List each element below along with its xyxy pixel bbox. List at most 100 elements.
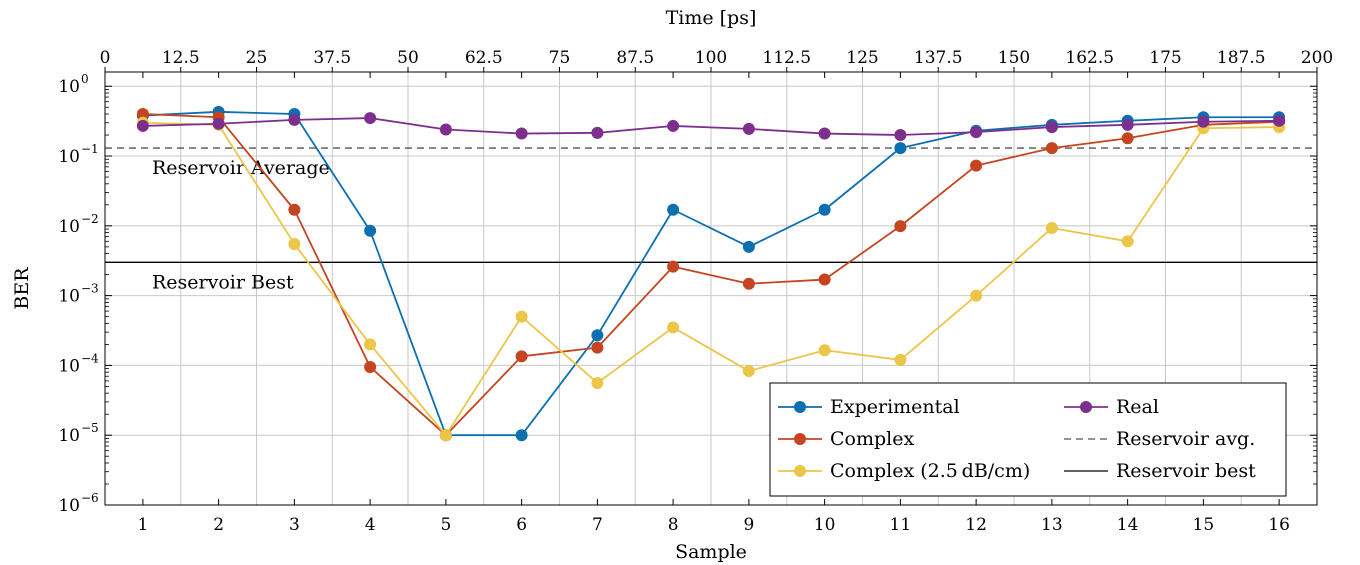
legend-marker [794, 401, 806, 413]
data-point [742, 240, 755, 253]
data-point [970, 159, 983, 172]
data-point [1197, 115, 1210, 128]
data-point [1121, 132, 1134, 145]
data-point [894, 220, 907, 233]
data-point [970, 289, 983, 302]
y-tick-exponent: −3 [81, 282, 99, 296]
data-point [364, 338, 377, 351]
x-tick-label: 16 [1268, 515, 1290, 535]
axes: 1 2 3 4 5 6 7 8 9 10 11 12 13 14 15 160 12.5 25 37.5 50 62.5… [11, 7, 1333, 563]
y-tick-label: 10 −1 [58, 142, 98, 167]
series-line-0 [142, 110, 1280, 437]
y-tick-base: 10 [58, 426, 80, 446]
x-tick-label: 7 [592, 515, 603, 535]
data-series [136, 105, 1286, 442]
x-tick-label: 11 [890, 515, 912, 535]
data-point [1273, 114, 1286, 127]
y-tick-label: 10 −6 [58, 491, 98, 516]
top-tick-label: 75 [549, 48, 571, 68]
top-tick-label: 125 [846, 48, 878, 68]
legend-label: Reservoir avg. [1116, 428, 1255, 450]
series-line-2 [142, 121, 1280, 437]
y-tick-label: 10 0 [58, 72, 88, 97]
legend-entry: Complex [778, 428, 914, 450]
series-line-3 [142, 117, 1280, 136]
top-axis-title: Time [ps] [666, 7, 757, 29]
legend-marker [1080, 401, 1092, 413]
legend-entry: Real [1064, 396, 1159, 418]
legend-label: Experimental [830, 396, 960, 418]
top-tick-label: 12.5 [162, 48, 200, 68]
legend-marker [794, 465, 806, 477]
top-tick-label: 137.5 [914, 48, 963, 68]
x-tick-label: 13 [1041, 515, 1063, 535]
data-point [667, 119, 680, 132]
data-point [515, 350, 528, 363]
data-point [742, 122, 755, 135]
reference-annotation-best: Reservoir Best [152, 271, 294, 293]
data-point [288, 113, 301, 126]
top-tick-label: 50 [397, 48, 419, 68]
data-point [742, 277, 755, 290]
data-point [515, 127, 528, 140]
legend-box [769, 382, 1287, 497]
data-point [742, 365, 755, 378]
data-point [667, 321, 680, 334]
legend-entry: Experimental [778, 396, 960, 418]
data-point [136, 108, 149, 121]
y-tick-exponent: 0 [81, 72, 89, 86]
y-tick-exponent: −5 [81, 421, 99, 435]
y-axis-title: BER [11, 267, 33, 310]
top-tick-label: 100 [695, 48, 727, 68]
data-point [1045, 222, 1058, 235]
top-tick-label: 87.5 [616, 48, 654, 68]
data-point [818, 203, 831, 216]
x-tick-label: 9 [743, 515, 754, 535]
series-line-1 [142, 113, 1280, 437]
top-tick-label: 62.5 [465, 48, 503, 68]
x-tick-label: 5 [440, 515, 451, 535]
y-tick-exponent: −4 [81, 351, 99, 365]
legend-label: Real [1116, 396, 1159, 418]
y-tick-base: 10 [58, 356, 80, 376]
y-tick-exponent: −1 [81, 142, 99, 156]
top-tick-label: 37.5 [313, 48, 351, 68]
y-tick-base: 10 [58, 217, 80, 237]
data-point [667, 260, 680, 273]
data-point [288, 237, 301, 250]
x-tick-label: 12 [965, 515, 987, 535]
legend-entry: Reservoir best [1064, 460, 1256, 482]
data-point [515, 429, 528, 442]
data-point [439, 429, 452, 442]
data-point [591, 126, 604, 139]
data-point [1121, 235, 1134, 248]
legend-marker [794, 433, 806, 445]
data-point [212, 117, 225, 130]
x-tick-label: 1 [137, 515, 148, 535]
data-point [894, 142, 907, 155]
data-point [818, 344, 831, 357]
x-tick-label: 3 [289, 515, 300, 535]
data-point [1045, 142, 1058, 155]
y-tick-exponent: −2 [81, 212, 99, 226]
data-point [818, 273, 831, 286]
x-tick-label: 10 [814, 515, 836, 535]
top-tick-label: 175 [1149, 48, 1181, 68]
legend-label: Complex (2.5 dB/cm) [830, 460, 1030, 482]
y-tick-base: 10 [58, 77, 80, 97]
data-point [591, 341, 604, 354]
y-tick-label: 10 −2 [58, 212, 98, 237]
y-tick-base: 10 [58, 287, 80, 307]
top-tick-label: 187.5 [1217, 48, 1266, 68]
y-tick-exponent: −6 [81, 491, 99, 505]
y-tick-label: 10 −5 [58, 421, 98, 446]
data-point [364, 224, 377, 237]
data-point [136, 119, 149, 132]
x-tick-label: 15 [1193, 515, 1215, 535]
x-tick-label: 6 [516, 515, 527, 535]
data-point [591, 329, 604, 342]
top-tick-label: 0 [100, 48, 111, 68]
top-tick-label: 162.5 [1065, 48, 1114, 68]
top-tick-label: 112.5 [762, 48, 811, 68]
